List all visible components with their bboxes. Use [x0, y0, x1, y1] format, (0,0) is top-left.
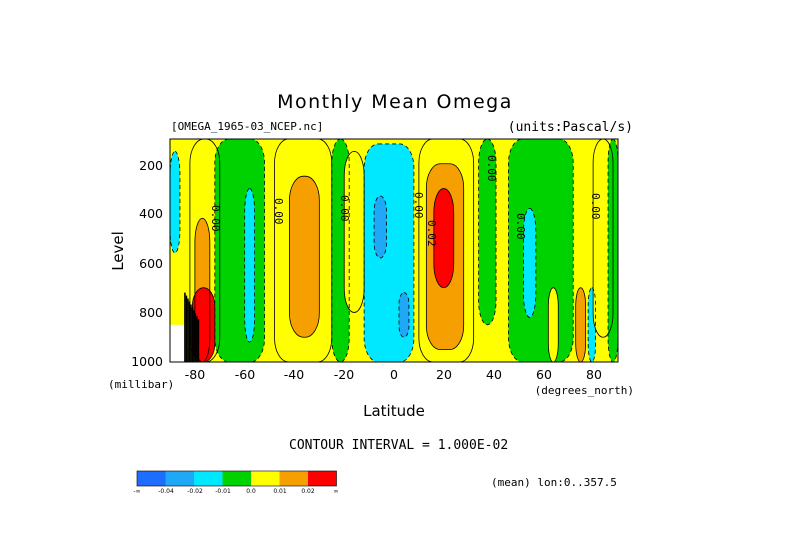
- x-tick-label: 0: [390, 367, 398, 382]
- contour-line: [398, 292, 410, 338]
- plot-frame: [169, 138, 619, 363]
- contour-label: 0.00: [412, 192, 425, 219]
- contour-line: [433, 188, 455, 289]
- contour-interval: CONTOUR INTERVAL = 1.000E-02: [289, 438, 508, 453]
- contour-line: [425, 163, 465, 351]
- legend-swatch: [137, 471, 166, 486]
- contour-label: 0.00: [514, 213, 527, 240]
- x-tick-label: 20: [436, 367, 452, 382]
- contour-line: [587, 287, 596, 362]
- units-label: (units:Pascal/s): [508, 120, 633, 135]
- contour-region: [244, 188, 255, 343]
- legend-label: -0.01: [215, 488, 231, 495]
- legend-label: -∞: [133, 488, 140, 495]
- legend-label: -0.04: [158, 488, 174, 495]
- legend-swatch: [165, 471, 194, 486]
- y-tick-label: 600: [139, 256, 163, 271]
- x-axis-units: (degrees_north): [535, 384, 634, 397]
- contour-labels: 0.00 0.00 0.00 0.00 0.00 0.00 0.00 0.02: [209, 155, 602, 247]
- contour-label: 0.00: [272, 198, 285, 225]
- contour-label: 0.00: [209, 205, 222, 232]
- contour-line: [523, 207, 537, 318]
- contour-label: 0.00: [485, 155, 498, 182]
- chart-title: Monthly Mean Omega: [277, 91, 513, 113]
- contour-line: [244, 188, 256, 343]
- legend-swatch: [194, 471, 223, 486]
- legend-labels: -∞ -0.04 -0.02 -0.01 0.0 0.01 0.02 ∞: [133, 488, 338, 495]
- contour-region: [523, 208, 536, 318]
- contour-line: [418, 139, 475, 362]
- x-tick-label: 60: [536, 367, 552, 382]
- y-tick-label: 400: [139, 206, 163, 221]
- contour-region: [170, 151, 180, 253]
- contour-region: [548, 287, 559, 362]
- contour-label: 0.02: [425, 220, 438, 247]
- footer-mean-lon: (mean) lon:0..357.5: [491, 476, 617, 489]
- contour-line: [331, 139, 350, 362]
- legend-label: 0.01: [273, 488, 287, 495]
- contour-line: [592, 139, 614, 338]
- x-tick-label: -40: [284, 367, 304, 382]
- legend-swatch: [279, 471, 308, 486]
- contour-region: [508, 139, 574, 362]
- x-tick-label: -20: [334, 367, 354, 382]
- x-tick-label: -60: [235, 367, 255, 382]
- contour-fill-layer: [170, 139, 618, 362]
- contour-region: [289, 176, 320, 338]
- y-axis-label: Level: [109, 231, 127, 271]
- dataset-label: [OMEGA_1965-03_NCEP.nc]: [171, 120, 323, 133]
- x-tick-label: -80: [185, 367, 205, 382]
- y-tick-label: 200: [139, 158, 163, 173]
- legend-label: 0.0: [246, 488, 256, 495]
- y-tick-label: 800: [139, 305, 163, 320]
- color-legend: [136, 470, 337, 487]
- contour-region: [433, 188, 454, 288]
- surface-mask: [170, 324, 188, 362]
- x-tick-label: 80: [586, 367, 602, 382]
- legend-label: -0.02: [187, 488, 203, 495]
- contour-line: [189, 139, 221, 362]
- contour-label: 0.00: [589, 193, 602, 220]
- y-axis-units: (millibar): [108, 378, 174, 391]
- contour-line: [508, 139, 574, 362]
- contour-label: 0.00: [338, 195, 351, 222]
- contour-line: [373, 195, 387, 259]
- contour-region: [575, 287, 586, 362]
- legend-label: ∞: [334, 488, 339, 495]
- y-axis: 200 400 600 800 1000 Level (millibar): [108, 158, 174, 391]
- contour-line: [343, 150, 365, 313]
- legend-swatch: [308, 471, 337, 486]
- contour-line: [289, 175, 320, 338]
- contour-region: [398, 292, 409, 338]
- contour-line: [363, 143, 415, 362]
- legend-label: 0.02: [301, 488, 315, 495]
- contour-line: [194, 217, 211, 362]
- contour-line: [170, 150, 181, 254]
- legend-frame: [136, 470, 337, 487]
- contour-region: [374, 195, 387, 258]
- y-tick-label: 1000: [131, 354, 163, 369]
- contour-region: [344, 151, 365, 313]
- contour-region: [478, 139, 497, 325]
- x-tick-label: 40: [486, 367, 502, 382]
- x-axis-label: Latitude: [363, 402, 425, 420]
- legend-swatch: [251, 471, 280, 486]
- x-axis: -80 -60 -40 -20 0 20 40 60 80 (degrees_n…: [185, 367, 634, 420]
- legend-swatch: [222, 471, 251, 486]
- contour-region: [214, 139, 265, 362]
- contour-line: [478, 139, 497, 326]
